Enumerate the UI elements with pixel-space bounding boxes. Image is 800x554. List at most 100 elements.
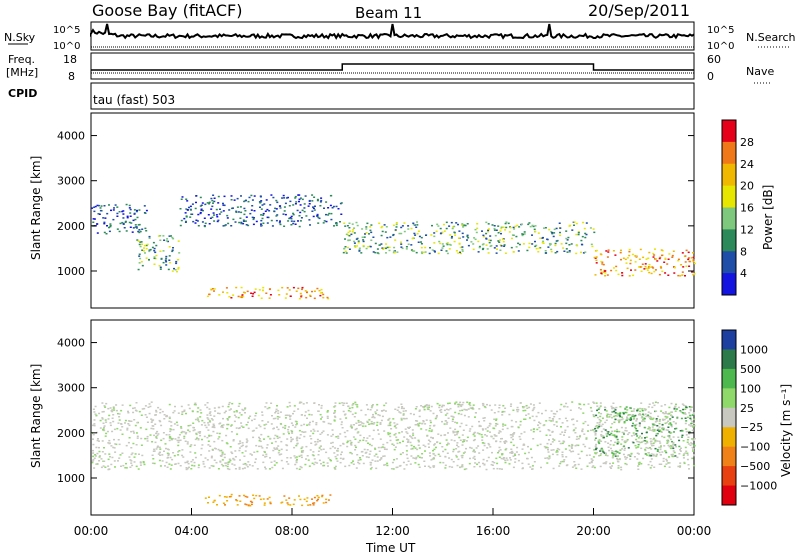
velocity-pixel-0 [481,402,484,405]
velocity-pixel-0 [294,457,297,459]
power-pixel-4 [509,226,512,229]
velocity-pixel-2 [648,427,651,429]
power-pixel-4 [343,222,346,224]
velocity-pixel-0 [337,437,340,439]
velocity-pixel-0 [644,413,647,415]
power-pixel-3 [252,293,255,295]
velocity-pixel-0 [667,444,670,447]
velocity-pixel-0 [169,428,172,430]
velocity-pixel-0 [149,434,152,436]
power-pixel-2 [245,199,247,202]
power-pixel-5 [681,274,684,276]
velocity-pixel-0 [658,420,661,422]
velocity-pixel-0 [208,450,211,452]
power-colorbar-tick: 16 [740,202,754,215]
velocity-pixel-0 [418,415,421,418]
velocity-pixel-2 [616,438,619,441]
velocity-pixel-0 [667,429,670,431]
velocity-pixel-0 [204,457,207,459]
power-pixel-5 [671,256,674,258]
velocity-pixel-0 [342,443,345,445]
velocity-pixel-0 [387,432,390,434]
velocity-pixel-1 [312,504,315,506]
velocity-pixel-0 [654,421,657,423]
power-pixel-2 [328,212,331,215]
velocity-pixel-0 [265,423,268,426]
velocity-pixel-0 [168,437,171,439]
velocity-pixel-0 [227,461,230,464]
velocity-pixel-1 [204,497,207,499]
power-pixel-2 [299,211,302,214]
power-pixel-0 [145,209,148,212]
velocity-pixel-0 [611,457,614,459]
velocity-pixel-0 [350,427,353,429]
velocity-pixel-0 [459,401,462,404]
velocity-pixel-2 [668,436,671,439]
velocity-pixel-0 [403,468,406,470]
power-pixel-2 [260,219,263,222]
velocity-pixel-0 [565,402,568,405]
velocity-pixel-0 [310,442,313,444]
power-pixel-5 [632,274,635,277]
velocity-pixel-0 [515,451,518,453]
velocity-pixel-0 [108,439,111,442]
velocity-pixel-0 [455,433,458,436]
velocity-pixel-0 [273,464,276,466]
power-pixel-4 [353,245,356,247]
power-pixel-5 [628,254,631,257]
power-pixel-4 [407,243,410,245]
velocity-pixel-0 [143,407,146,410]
velocity-pixel-0 [485,435,488,437]
power-pixel-4 [349,230,351,232]
velocity-pixel-2 [616,430,619,433]
power-pixel-4 [345,252,348,254]
velocity-pixel-2 [605,435,608,437]
velocity-pixel-0 [115,443,118,446]
velocity-pixel-0 [669,423,672,425]
velocity-pixel-0 [482,458,485,461]
power-pixel-2 [292,213,295,216]
velocity-pixel-0 [263,438,265,440]
velocity-pixel-0 [668,406,671,409]
velocity-pixel-0 [395,458,398,460]
power-pixel-4 [403,230,406,233]
power-pixel-4 [488,239,491,241]
velocity-pixel-0 [454,434,456,436]
velocity-colorbar-swatch [722,388,736,409]
velocity-pixel-0 [434,417,437,420]
power-pixel-2 [247,224,250,227]
velocity-pixel-0 [117,439,120,441]
power-pixel-4 [487,229,490,232]
velocity-pixel-0 [590,410,593,412]
velocity-pixel-0 [558,465,561,467]
power-pixel-4 [584,251,587,253]
power-pixel-2 [340,213,343,215]
velocity-pixel-0 [566,420,569,422]
velocity-pixel-0 [498,430,501,432]
power-pixel-4 [503,244,506,246]
velocity-pixel-2 [672,447,675,450]
velocity-pixel-0 [281,467,284,470]
velocity-pixel-0 [372,413,374,416]
velocity-pixel-0 [370,406,373,409]
velocity-pixel-0 [311,420,314,423]
power-pixel-4 [541,241,544,244]
velocity-pixel-0 [604,462,607,465]
velocity-pixel-0 [351,404,354,406]
velocity-pixel-0 [113,428,116,431]
velocity-pixel-0 [497,451,499,454]
velocity-pixel-0 [219,460,222,462]
velocity-pixel-1 [321,495,324,498]
velocity-pixel-0 [105,421,108,423]
velocity-pixel-0 [277,412,280,414]
velocity-pixel-1 [235,499,238,501]
velocity-pixel-0 [157,406,160,409]
power-pixel-4 [348,222,351,224]
velocity-pixel-0 [605,433,608,435]
velocity-pixel-0 [296,458,298,461]
power-colorbar-swatch [722,185,736,208]
power-pixel-4 [405,248,408,250]
velocity-pixel-0 [495,423,498,425]
power-pixel-0 [135,210,138,213]
velocity-pixel-0 [125,444,128,447]
